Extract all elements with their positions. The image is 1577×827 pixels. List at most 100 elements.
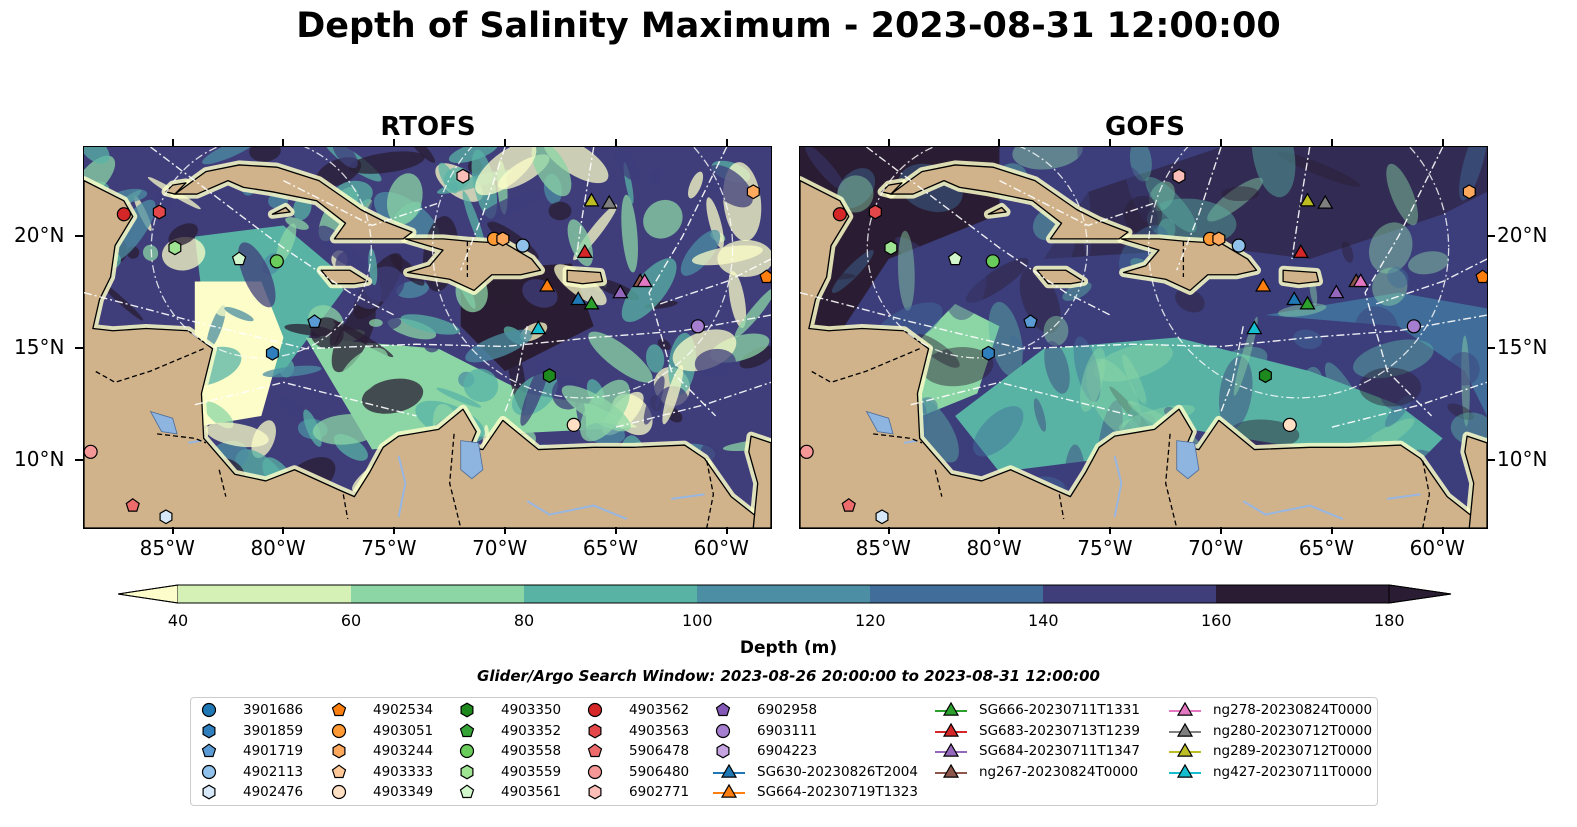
float-marker[interactable] (1352, 273, 1369, 288)
float-marker[interactable] (84, 444, 98, 459)
float-marker[interactable] (159, 509, 173, 525)
legend-symbol[interactable] (332, 743, 346, 759)
float-marker[interactable] (566, 417, 581, 433)
legend-triangle[interactable] (942, 722, 960, 737)
float-marker[interactable] (1475, 269, 1487, 284)
legend-symbol[interactable] (460, 702, 474, 718)
legend-symbol[interactable] (459, 784, 475, 799)
legend-label: 4903352 (501, 722, 562, 739)
float-marker[interactable] (1023, 314, 1038, 328)
float-marker[interactable] (1255, 277, 1272, 292)
float-marker[interactable] (1231, 238, 1246, 253)
legend-symbol[interactable] (716, 743, 730, 759)
float-marker[interactable] (1246, 320, 1263, 335)
legend-symbol[interactable] (587, 764, 603, 779)
float-marker[interactable] (125, 498, 140, 512)
float-marker[interactable] (116, 207, 131, 222)
legend-triangle[interactable] (1176, 763, 1194, 778)
float-marker[interactable] (515, 238, 530, 253)
x-tick-label: 65°W (1298, 536, 1355, 560)
legend-triangle[interactable] (720, 783, 738, 798)
legend-symbol[interactable] (201, 764, 217, 779)
float-marker[interactable] (841, 498, 856, 512)
float-marker[interactable] (576, 244, 593, 259)
legend-symbol[interactable] (588, 784, 602, 800)
float-marker[interactable] (832, 207, 847, 222)
float-marker[interactable] (570, 291, 587, 306)
float-marker[interactable] (456, 168, 470, 184)
legend-triangle[interactable] (1176, 722, 1194, 737)
float-marker[interactable] (1406, 319, 1421, 334)
legend-symbol[interactable] (331, 723, 347, 738)
float-marker[interactable] (231, 251, 247, 266)
legend-symbol[interactable] (460, 764, 474, 779)
float-marker[interactable] (1258, 368, 1272, 384)
colorbar-tick-label: 120 (855, 611, 886, 630)
float-marker[interactable] (269, 254, 284, 269)
legend-symbol[interactable] (459, 743, 475, 759)
legend-triangle[interactable] (942, 763, 960, 778)
float-marker[interactable] (800, 444, 814, 459)
map-panel-gofs[interactable] (799, 146, 1488, 529)
float-marker[interactable] (542, 368, 556, 384)
float-marker[interactable] (601, 194, 618, 209)
float-marker[interactable] (759, 269, 771, 284)
float-marker[interactable] (636, 273, 653, 288)
colorbar (118, 584, 1452, 604)
float-marker[interactable] (496, 231, 510, 247)
float-marker[interactable] (1286, 291, 1303, 306)
legend-item: 6904223 (713, 742, 817, 760)
float-marker[interactable] (1328, 284, 1345, 299)
legend-triangle[interactable] (942, 701, 960, 716)
float-marker[interactable] (1292, 244, 1309, 259)
float-marker[interactable] (981, 345, 995, 361)
float-marker[interactable] (583, 192, 600, 207)
legend-label: 4903559 (501, 763, 562, 780)
legend-symbol[interactable] (331, 763, 347, 778)
legend-triangle[interactable] (1176, 742, 1194, 757)
legend-symbol[interactable] (588, 723, 602, 738)
legend-triangle[interactable] (720, 763, 738, 778)
float-marker[interactable] (152, 204, 166, 220)
legend-symbol[interactable] (201, 743, 217, 758)
legend-symbol[interactable] (201, 702, 217, 718)
float-marker[interactable] (746, 184, 760, 200)
legend-symbol[interactable] (331, 784, 347, 800)
colorbar-segment (524, 585, 697, 603)
legend-symbol[interactable] (331, 702, 347, 717)
legend-symbol[interactable] (715, 723, 731, 738)
float-marker[interactable] (265, 345, 279, 361)
float-marker[interactable] (1282, 417, 1297, 433)
legend-label: 5906480 (629, 763, 690, 780)
float-marker[interactable] (612, 284, 629, 299)
float-marker[interactable] (947, 251, 963, 266)
x-tick-mark (1441, 527, 1444, 534)
float-marker[interactable] (690, 319, 705, 334)
float-marker[interactable] (583, 295, 600, 310)
legend-symbol[interactable] (202, 723, 216, 738)
map-panel-rtofs[interactable] (83, 146, 772, 529)
float-marker[interactable] (884, 240, 898, 256)
x-tick-mark (1330, 139, 1333, 146)
float-marker[interactable] (307, 314, 322, 328)
float-marker[interactable] (875, 509, 889, 525)
legend-triangle[interactable] (942, 742, 960, 757)
legend-symbol[interactable] (587, 743, 603, 758)
legend-item: 4903349 (329, 783, 433, 801)
float-marker[interactable] (1212, 231, 1226, 247)
legend-symbol[interactable] (459, 722, 475, 737)
float-marker[interactable] (1317, 194, 1334, 209)
legend-triangle[interactable] (1176, 701, 1194, 716)
float-marker[interactable] (868, 204, 882, 220)
float-marker[interactable] (1299, 192, 1316, 207)
float-marker[interactable] (1299, 295, 1316, 310)
legend-symbol[interactable] (587, 702, 603, 718)
float-marker[interactable] (985, 254, 1000, 269)
float-marker[interactable] (539, 277, 556, 292)
float-marker[interactable] (1172, 168, 1186, 184)
float-marker[interactable] (1462, 184, 1476, 200)
legend-symbol[interactable] (202, 784, 216, 800)
legend-symbol[interactable] (715, 702, 731, 717)
float-marker[interactable] (530, 320, 547, 335)
float-marker[interactable] (168, 240, 182, 256)
